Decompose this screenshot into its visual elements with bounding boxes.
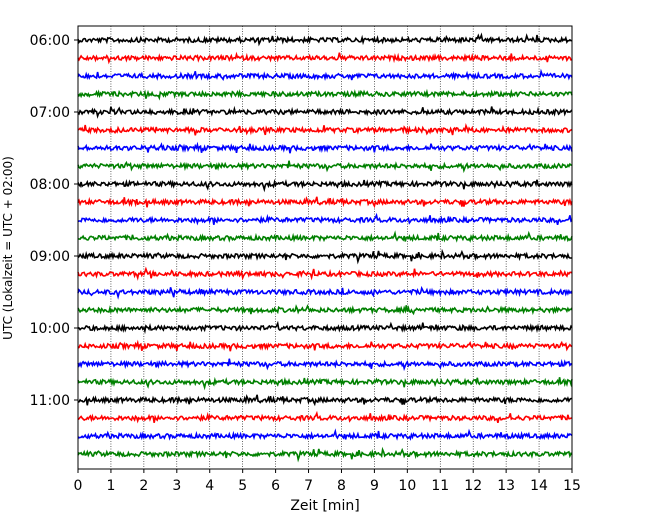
y-tick-label: 09:00: [30, 249, 70, 265]
y-tick-label: 11:00: [30, 393, 70, 409]
x-tick-label: 10: [398, 478, 416, 494]
x-tick-label: 4: [205, 478, 214, 494]
trace-08:15: [77, 196, 573, 209]
x-tick-label: 13: [497, 478, 515, 494]
x-tick-label: 7: [304, 478, 313, 494]
trace-11:00: [77, 393, 572, 407]
trace-09:45: [77, 304, 573, 316]
y-tick-label: 07:00: [30, 105, 70, 121]
trace-09:30: [77, 285, 573, 300]
trace-06:45: [77, 88, 573, 101]
x-axis-ticks: 0 1 2 3 4 5 6 7 8 9 10 11 12 13 14 15: [74, 469, 581, 494]
y-tick-label: 10:00: [30, 321, 70, 337]
trace-11:30: [77, 428, 573, 441]
trace-06:30: [77, 68, 573, 82]
trace-08:30: [77, 212, 573, 226]
traces: [77, 32, 573, 463]
x-axis-label: Zeit [min]: [290, 498, 359, 514]
x-tick-label: 9: [370, 478, 379, 494]
trace-10:15: [77, 339, 573, 352]
trace-11:15: [77, 410, 573, 424]
trace-10:30: [77, 358, 573, 372]
x-tick-label: 8: [337, 478, 346, 494]
trace-10:45: [77, 376, 573, 391]
y-tick-label: 08:00: [30, 177, 70, 193]
y-axis-label: UTC (Lokalzeit = UTC + 02:00): [1, 156, 15, 340]
x-tick-label: 6: [271, 478, 280, 494]
trace-08:00: [77, 178, 573, 193]
x-tick-label: 2: [139, 478, 148, 494]
x-tick-label: 14: [530, 478, 548, 494]
x-tick-label: 15: [563, 478, 581, 494]
trace-06:00: [77, 32, 573, 47]
y-tick-label: 06:00: [30, 33, 70, 49]
x-tick-label: 0: [74, 478, 83, 494]
x-tick-label: 12: [464, 478, 482, 494]
plot-frame: [77, 25, 573, 470]
trace-07:00: [77, 105, 573, 119]
x-tick-label: 1: [106, 478, 115, 494]
trace-09:15: [77, 266, 573, 281]
trace-09:00: [77, 248, 572, 265]
trace-07:30: [77, 141, 573, 154]
y-axis-ticks: 06:00 07:00 08:00 09:00 10:00 11:00: [30, 33, 78, 409]
trace-10:00: [77, 320, 573, 335]
x-tick-label: 3: [172, 478, 181, 494]
x-tick-label: 5: [238, 478, 247, 494]
x-tick-label: 11: [431, 478, 449, 494]
trace-07:15: [77, 122, 573, 136]
trace-11:45: [77, 446, 573, 463]
trace-06:15: [77, 51, 573, 65]
trace-07:45: [77, 160, 572, 174]
trace-08:45: [77, 230, 573, 243]
